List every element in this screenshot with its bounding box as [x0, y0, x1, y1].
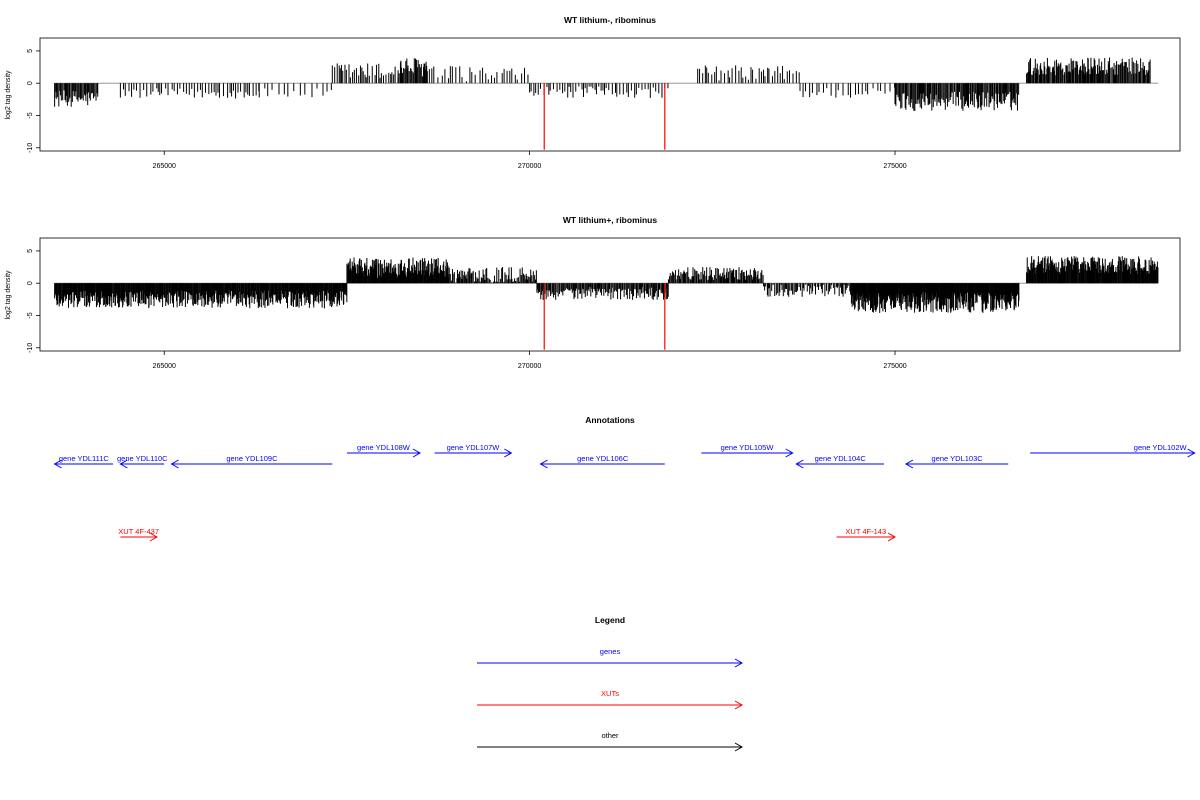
legend-title: Legend	[595, 615, 625, 625]
y-tick-label: 0	[27, 281, 34, 285]
y-tick-label: -5	[27, 112, 34, 118]
y-tick-label: -5	[27, 312, 34, 318]
track-2-title: WT lithium+, ribominus	[563, 215, 657, 225]
gene-arrow: gene YDL108W	[346, 443, 422, 458]
gene-arrow: gene YDL102W	[1030, 443, 1196, 458]
gene-arrow: gene YDL106C	[539, 454, 665, 469]
track-1-ylabel: log2 tag density	[5, 70, 12, 120]
legend-label: other	[601, 731, 619, 740]
xut-label: XUT 4F-437	[118, 527, 159, 536]
gene-arrow: gene YDL105W	[701, 443, 794, 458]
xut-arrows: XUT 4F-437 XUT 4F-143	[118, 527, 897, 542]
x-tick-label: 270000	[518, 363, 541, 370]
gene-label: gene YDL106C	[577, 454, 629, 463]
gene-label: gene YDL104C	[815, 454, 867, 463]
legend-label: XUTs	[601, 689, 619, 698]
xut-arrow: XUT 4F-437	[118, 527, 159, 542]
legend-panel: Legend genes XUTs other	[477, 615, 744, 752]
track-2-bars	[54, 256, 1159, 350]
legend-label: genes	[600, 647, 621, 656]
gene-arrow: gene YDL103C	[904, 454, 1009, 469]
gene-label: gene YDL102W	[1134, 443, 1188, 452]
track-2-y-axis: 5 0 -5 -10	[27, 249, 40, 353]
legend-item: other	[477, 731, 744, 752]
gene-label: gene YDL111C	[59, 454, 110, 463]
legend-item: XUTs	[477, 689, 744, 710]
x-tick-label: 275000	[883, 363, 906, 370]
gene-arrow: gene YDL104C	[795, 454, 885, 469]
gene-arrow: gene YDL109C	[170, 454, 333, 469]
x-tick-label: 270000	[518, 163, 541, 170]
track-1-x-axis: 265000 270000 275000	[153, 151, 907, 170]
gene-label: gene YDL105W	[721, 443, 775, 452]
legend-items: genes XUTs other	[477, 647, 744, 752]
x-tick-label: 265000	[153, 363, 176, 370]
gene-arrow: gene YDL111C	[53, 454, 114, 469]
track-1-bars	[54, 57, 1159, 150]
y-tick-label: -10	[27, 143, 34, 153]
track-2-ylabel: log2 tag density	[5, 270, 12, 320]
gene-arrow: gene YDL107W	[434, 443, 513, 458]
y-tick-label: 0	[27, 81, 34, 85]
annotations-panel: Annotations gene YDL111C gene YDL110C gene…	[53, 415, 1196, 542]
x-tick-label: 275000	[883, 163, 906, 170]
gene-label: gene YDL103C	[932, 454, 984, 463]
legend-item: genes	[477, 647, 744, 668]
x-tick-label: 265000	[153, 163, 176, 170]
track-2-frame	[39, 237, 1181, 352]
track-1-frame	[39, 37, 1181, 152]
y-tick-label: -10	[27, 343, 34, 353]
track-2-x-axis: 265000 270000 275000	[153, 351, 907, 370]
xut-label: XUT 4F-143	[845, 527, 886, 536]
gene-label: gene YDL107W	[447, 443, 501, 452]
annotations-title: Annotations	[585, 415, 635, 425]
track-panel-2: WT lithium+, ribominus log2 tag density …	[5, 215, 1181, 370]
gene-arrows: gene YDL111C gene YDL110C gene YDL109C gene…	[53, 443, 1196, 469]
y-tick-label: 5	[27, 49, 34, 53]
track-1-title: WT lithium-, ribominus	[564, 15, 656, 25]
gene-arrow: gene YDL110C	[117, 454, 168, 469]
gene-label: gene YDL109C	[226, 454, 278, 463]
y-tick-label: 5	[27, 249, 34, 253]
gene-label: gene YDL110C	[117, 454, 168, 463]
track-panel-1: WT lithium-, ribominus log2 tag density …	[5, 15, 1181, 170]
xut-arrow: XUT 4F-143	[836, 527, 897, 542]
gene-label: gene YDL108W	[357, 443, 411, 452]
track-1-y-axis: 5 0 -5 -10	[27, 49, 40, 153]
